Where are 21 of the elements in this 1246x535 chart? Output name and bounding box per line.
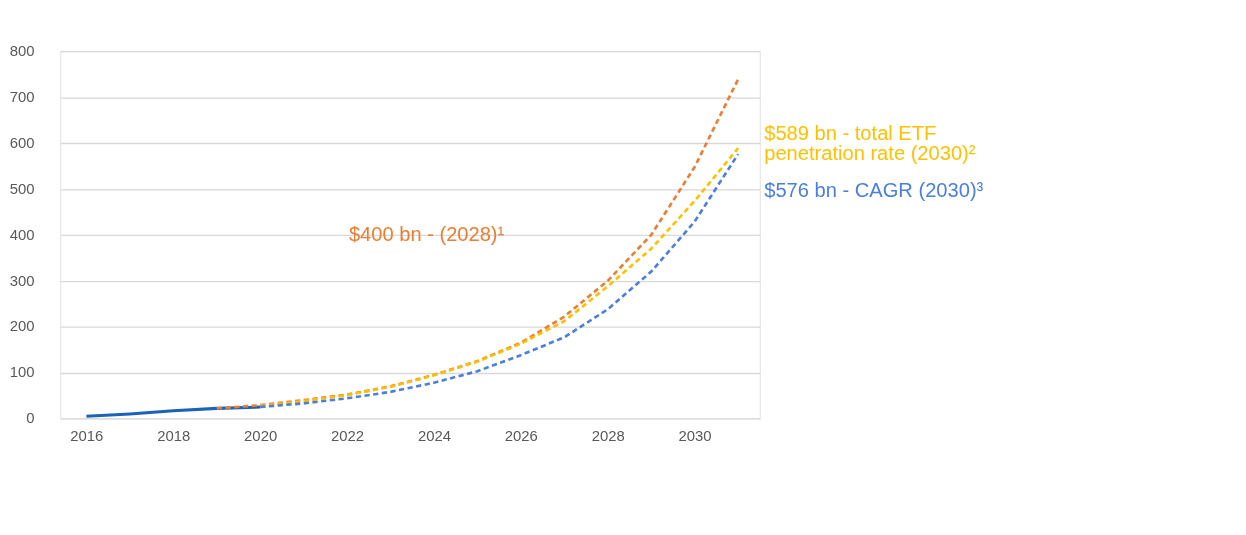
y-tick-label: 100	[9, 364, 35, 381]
y-tick-label: 800	[9, 43, 35, 60]
annotation: $400 bn - (2028)¹	[348, 223, 505, 245]
y-tick-label: 500	[9, 180, 35, 197]
x-tick-label: 2018	[157, 427, 191, 444]
y-tick-label: 400	[9, 226, 35, 243]
y-tick-label: 0	[26, 410, 35, 427]
x-tick-label: 2030	[678, 427, 712, 444]
x-tick-label: 2022	[330, 427, 365, 444]
text: $589 bn - total ETF penetration rate (2030)²	[764, 122, 976, 164]
y-tick-label: 700	[9, 88, 35, 105]
y-tick-label: 600	[9, 134, 35, 151]
x-tick-label: 2020	[244, 427, 278, 444]
y-tick-label: 300	[9, 272, 35, 289]
line-series	[215, 77, 740, 410]
x-tick-label: 2024	[417, 427, 451, 444]
x-tick-label: 2016	[70, 427, 104, 444]
y-tick-label: 200	[9, 318, 35, 335]
text: $576 bn - CAGR (2030)³	[764, 179, 984, 202]
x-tick-label: 2026	[504, 427, 538, 444]
x-tick-label: 2028	[591, 427, 625, 444]
